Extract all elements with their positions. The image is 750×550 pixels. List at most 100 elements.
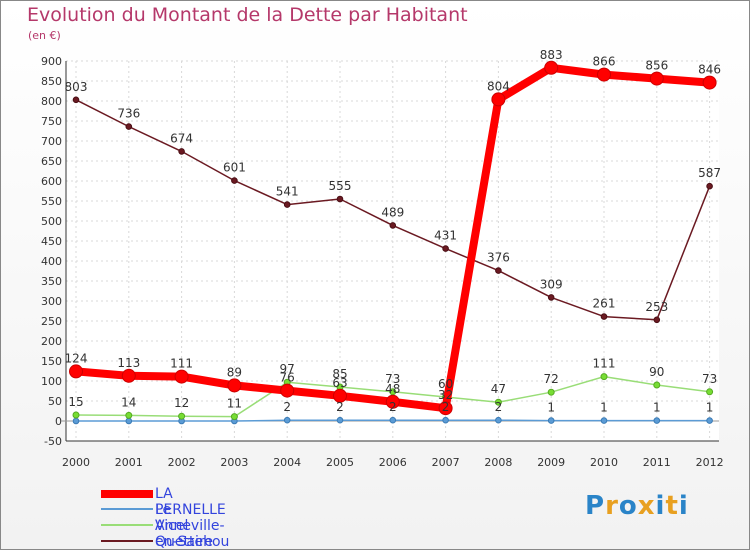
data-label: 111 <box>593 357 616 371</box>
data-label: 111 <box>170 357 193 371</box>
y-tick-label: 100 <box>41 375 62 388</box>
logo-letter: t <box>665 491 679 521</box>
data-point <box>178 148 185 155</box>
data-point <box>600 417 608 424</box>
data-label: 11 <box>227 397 242 411</box>
y-tick-label: 300 <box>41 295 62 308</box>
legend-label: Anneville-en-Saire <box>155 518 225 550</box>
data-point <box>174 369 189 384</box>
data-label: 1 <box>547 401 555 415</box>
logo-letter: x <box>637 491 656 521</box>
data-label: 73 <box>702 372 717 386</box>
data-point <box>653 381 661 389</box>
data-label: 2 <box>495 400 503 414</box>
data-label: 85 <box>332 367 347 381</box>
data-label: 124 <box>65 351 88 365</box>
x-tick-label: 2001 <box>115 456 143 469</box>
data-label: 736 <box>117 107 140 121</box>
y-tick-label: 200 <box>41 335 62 348</box>
y-tick-label: 450 <box>41 235 62 248</box>
data-point <box>706 388 714 396</box>
data-label: 113 <box>117 356 140 370</box>
data-label: 489 <box>381 205 404 219</box>
y-tick-label: 650 <box>41 155 62 168</box>
data-label: 2 <box>283 400 291 414</box>
data-point <box>227 378 242 393</box>
data-point <box>283 416 291 424</box>
data-point <box>438 401 453 416</box>
data-point <box>389 416 397 424</box>
data-label: 804 <box>487 79 510 93</box>
y-tick-label: -50 <box>44 435 62 448</box>
y-tick-label: 150 <box>41 355 62 368</box>
data-point <box>125 417 133 425</box>
data-point <box>544 60 559 75</box>
y-tick-label: 850 <box>41 75 62 88</box>
legend-label: LA PERNELLE <box>155 486 226 518</box>
data-label: 309 <box>540 277 563 291</box>
data-point <box>125 411 133 419</box>
data-point <box>385 394 400 409</box>
data-point <box>125 123 133 130</box>
data-label: 12 <box>174 396 189 410</box>
data-point <box>336 195 344 203</box>
data-label: 14 <box>121 395 136 409</box>
y-tick-label: 700 <box>41 135 62 148</box>
data-label: 866 <box>593 55 616 69</box>
data-label: 1 <box>653 401 661 415</box>
data-point <box>283 201 291 208</box>
data-label: 90 <box>649 365 664 379</box>
y-tick-label: 350 <box>41 275 62 288</box>
data-point <box>442 416 449 424</box>
proxiti-logo: Proxiti <box>585 491 689 521</box>
x-tick-label: 2011 <box>643 456 671 469</box>
data-point <box>547 294 555 301</box>
data-label: 2 <box>442 400 450 414</box>
chart-subtitle: (en €) <box>28 29 61 42</box>
x-tick-label: 2005 <box>326 456 354 469</box>
data-point <box>72 417 80 425</box>
data-point <box>494 398 502 406</box>
data-point <box>231 177 238 184</box>
data-label: 601 <box>223 161 246 175</box>
x-tick-label: 2009 <box>537 456 565 469</box>
data-point <box>72 96 80 104</box>
data-label: 15 <box>68 395 83 409</box>
data-point <box>495 267 502 274</box>
data-point <box>547 417 555 424</box>
logo-letter: o <box>618 491 638 521</box>
y-tick-label: 500 <box>41 215 62 228</box>
legend-swatch <box>101 540 153 542</box>
data-label: 587 <box>698 166 721 180</box>
data-label: 555 <box>329 179 352 193</box>
y-tick-label: 400 <box>41 255 62 268</box>
data-point <box>600 373 608 381</box>
data-point <box>333 388 347 403</box>
data-label: 1 <box>600 401 608 415</box>
data-point <box>178 412 186 420</box>
data-label: 89 <box>227 365 242 379</box>
legend-label: Quettehou <box>155 534 230 550</box>
data-label: 431 <box>434 229 457 243</box>
x-tick-label: 2004 <box>273 456 301 469</box>
data-label: 48 <box>385 382 400 396</box>
x-tick-label: 2000 <box>62 456 90 469</box>
x-tick-label: 2002 <box>168 456 196 469</box>
data-point <box>649 71 664 86</box>
data-point <box>547 388 555 396</box>
legend-swatch <box>101 490 153 498</box>
logo-letter: i <box>655 491 666 521</box>
y-tick-label: 250 <box>41 315 62 328</box>
y-tick-label: 0 <box>55 415 62 428</box>
data-point <box>336 416 344 424</box>
data-label: 541 <box>276 185 299 199</box>
y-tick-label: 800 <box>41 95 62 108</box>
x-tick-label: 2010 <box>590 456 618 469</box>
data-point <box>230 413 238 421</box>
legend-swatch <box>101 508 153 510</box>
data-point <box>653 316 661 324</box>
data-point <box>706 417 713 424</box>
data-label: 1 <box>706 401 714 415</box>
data-label: 883 <box>540 48 563 62</box>
